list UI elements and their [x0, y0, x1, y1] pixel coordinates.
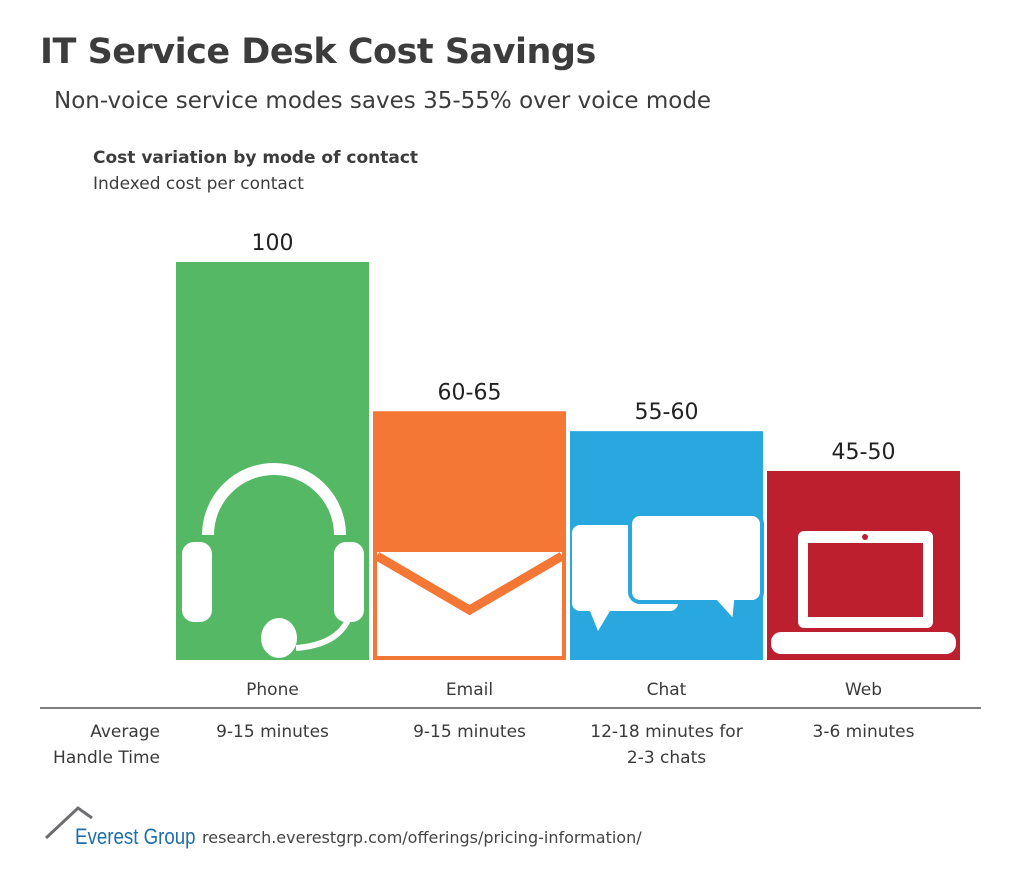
laptop-icon — [771, 531, 956, 654]
handle-time-email: 9-15 minutes — [413, 722, 526, 742]
chart-subtitle: Indexed cost per contact — [93, 174, 304, 194]
handle-time-phone: 9-15 minutes — [216, 722, 329, 742]
envelope-icon — [373, 549, 566, 660]
headset-icon — [182, 463, 364, 658]
chat-bubbles-icon — [572, 512, 764, 631]
source-url[interactable]: research.everestgrp.com/offerings/pricin… — [202, 828, 642, 847]
chart-title: Cost variation by mode of contact — [93, 148, 419, 168]
everest-group-logo: Everest Group — [75, 824, 196, 849]
handle-time-web: 3-6 minutes — [812, 722, 915, 742]
category-label: Chat — [647, 680, 687, 700]
data-label: 60-65 — [438, 380, 502, 405]
data-label: 45-50 — [832, 440, 896, 465]
category-label: Email — [446, 680, 493, 700]
page-subtitle: Non-voice service modes saves 35-55% ove… — [54, 88, 712, 114]
page-title: IT Service Desk Cost Savings — [40, 32, 596, 72]
data-label: 55-60 — [635, 400, 699, 425]
category-label: Web — [845, 680, 882, 700]
data-label: 100 — [252, 231, 294, 256]
category-label: Phone — [246, 680, 299, 700]
handle-time-label: Average Handle Time — [53, 722, 160, 768]
handle-time-chat: 12-18 minutes for 2-3 chats — [590, 722, 743, 768]
